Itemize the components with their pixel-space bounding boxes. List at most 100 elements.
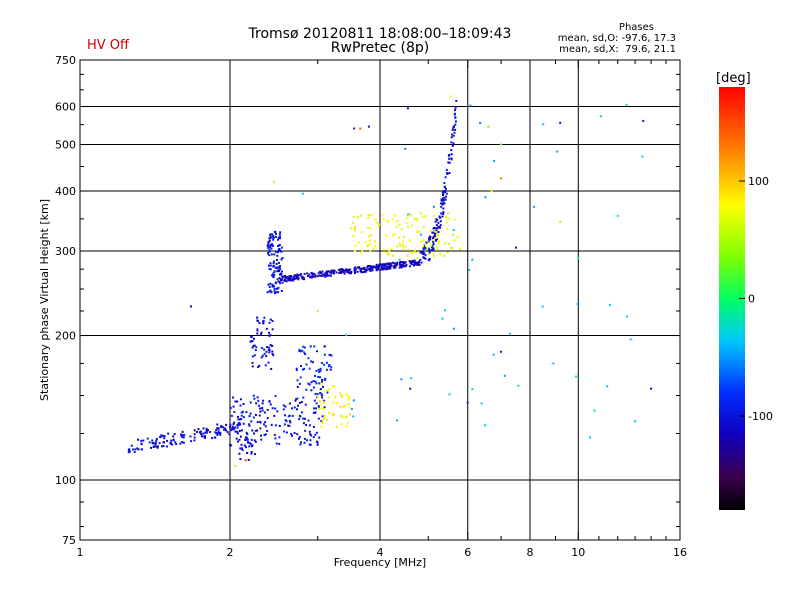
data-point bbox=[279, 236, 281, 238]
data-point bbox=[347, 403, 350, 406]
data-point bbox=[453, 218, 456, 221]
data-point bbox=[344, 404, 347, 407]
stats-o-mode: mean, sd,O: -97.6, 17.3 bbox=[557, 33, 676, 44]
data-point bbox=[509, 332, 512, 335]
data-point bbox=[239, 398, 242, 401]
data-point bbox=[272, 276, 275, 279]
data-point bbox=[140, 448, 143, 451]
data-point bbox=[541, 305, 544, 308]
data-point bbox=[429, 236, 432, 239]
data-point bbox=[279, 237, 281, 240]
data-point bbox=[326, 391, 329, 394]
data-point bbox=[616, 214, 619, 217]
data-point bbox=[289, 421, 292, 424]
data-point bbox=[389, 267, 392, 270]
data-point bbox=[228, 433, 231, 436]
data-point bbox=[182, 434, 185, 437]
data-point bbox=[284, 414, 286, 417]
data-point bbox=[237, 415, 239, 418]
stats-title: Phases bbox=[618, 22, 654, 33]
data-point bbox=[389, 266, 392, 269]
data-point bbox=[435, 227, 437, 230]
data-point bbox=[435, 229, 438, 232]
colorbar-tick-label: -100 bbox=[748, 410, 773, 423]
data-point bbox=[444, 198, 447, 201]
data-point bbox=[271, 407, 274, 410]
data-point bbox=[380, 268, 383, 271]
data-point bbox=[634, 420, 637, 423]
data-point bbox=[285, 280, 288, 283]
data-point bbox=[245, 446, 247, 449]
data-point bbox=[259, 407, 262, 410]
data-point bbox=[274, 395, 277, 398]
data-point bbox=[296, 433, 299, 436]
data-point bbox=[261, 409, 264, 412]
data-point bbox=[559, 121, 562, 124]
data-point bbox=[348, 413, 351, 416]
data-point bbox=[302, 276, 305, 279]
data-point bbox=[287, 415, 290, 418]
data-point bbox=[241, 410, 244, 413]
data-point bbox=[254, 440, 257, 443]
data-point bbox=[445, 192, 448, 195]
stats-x-mode: mean, sd,X: 79.6, 21.1 bbox=[559, 44, 676, 55]
data-point bbox=[304, 429, 307, 432]
data-point bbox=[239, 404, 242, 407]
data-point bbox=[353, 269, 356, 272]
data-point bbox=[402, 240, 404, 243]
axis-layer: 1 2 4 6 8 10 16 75 100 200 300 400 500 600 750 bbox=[55, 54, 687, 559]
data-point bbox=[214, 436, 217, 439]
data-point bbox=[274, 437, 277, 440]
data-point bbox=[249, 340, 252, 343]
data-point bbox=[415, 217, 418, 220]
data-point bbox=[353, 127, 356, 130]
data-point bbox=[432, 247, 435, 250]
data-point bbox=[153, 445, 156, 448]
data-point bbox=[238, 418, 241, 421]
data-point bbox=[389, 262, 392, 265]
data-point bbox=[383, 248, 386, 251]
data-point bbox=[246, 437, 249, 440]
data-point bbox=[283, 275, 286, 278]
data-point bbox=[316, 350, 318, 353]
data-point bbox=[282, 408, 285, 411]
data-point bbox=[167, 432, 170, 435]
data-point bbox=[454, 123, 457, 126]
data-point bbox=[268, 290, 271, 293]
data-point bbox=[428, 250, 431, 253]
data-point bbox=[335, 426, 338, 429]
data-point bbox=[383, 265, 386, 268]
data-point bbox=[287, 277, 290, 280]
data-point bbox=[289, 276, 292, 279]
data-point bbox=[398, 242, 401, 245]
data-point bbox=[321, 380, 324, 383]
data-point bbox=[251, 340, 254, 343]
data-point bbox=[391, 217, 394, 220]
data-point bbox=[162, 441, 165, 444]
data-point bbox=[312, 380, 315, 382]
data-point bbox=[267, 243, 270, 246]
data-point bbox=[422, 245, 424, 248]
data-point bbox=[354, 267, 357, 270]
data-point bbox=[241, 429, 243, 432]
data-point bbox=[392, 261, 394, 264]
data-point bbox=[257, 399, 260, 402]
data-point bbox=[300, 441, 302, 444]
data-point bbox=[352, 235, 354, 238]
data-point bbox=[383, 263, 386, 266]
data-point bbox=[416, 218, 419, 221]
data-point bbox=[250, 335, 253, 338]
data-point bbox=[226, 431, 229, 434]
data-point bbox=[374, 218, 377, 221]
data-point bbox=[393, 233, 396, 236]
data-point bbox=[303, 278, 305, 281]
data-point bbox=[435, 231, 438, 233]
data-point bbox=[312, 436, 315, 439]
data-point bbox=[423, 252, 426, 255]
data-point bbox=[193, 439, 196, 442]
data-point bbox=[246, 441, 249, 444]
data-point bbox=[448, 171, 451, 174]
data-point bbox=[290, 433, 293, 436]
data-point bbox=[163, 434, 166, 437]
data-point bbox=[387, 262, 390, 265]
